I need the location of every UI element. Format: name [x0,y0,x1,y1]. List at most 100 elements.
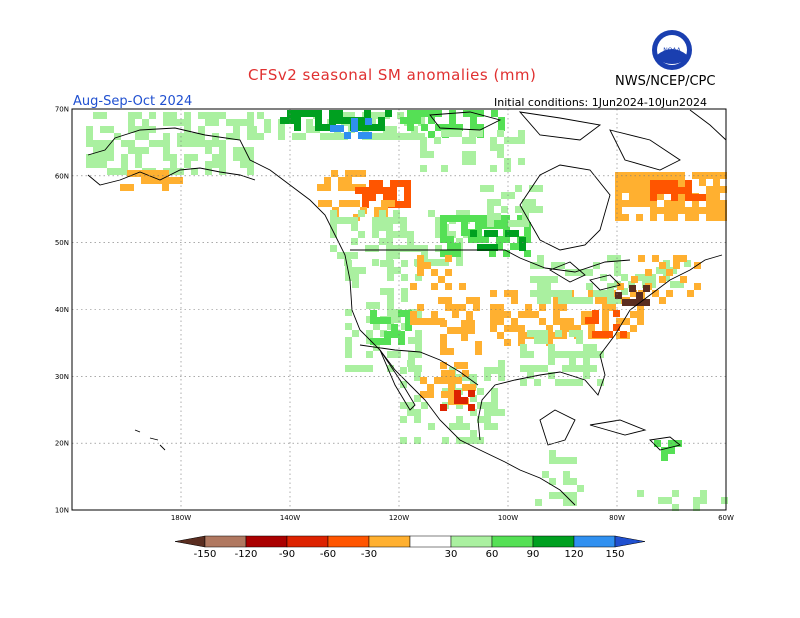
anomaly-cell-dry [602,304,609,311]
anomaly-cell-dry [643,193,650,200]
anomaly-cell-wet [351,118,358,125]
anomaly-cell-wet [407,409,414,416]
anomaly-cell-wet [114,168,121,175]
anomaly-cell-dry [448,384,455,391]
colorbar-segment [450,535,493,548]
anomaly-cell-wet [463,437,470,444]
anomaly-cell-wet [621,288,628,295]
anomaly-cell-wet [358,231,365,238]
anomaly-cells [86,110,728,511]
anomaly-cell-wet [586,297,593,304]
anomaly-cell-dry [518,325,525,332]
colorbar-segment [286,535,329,548]
anomaly-cell-wet [555,330,562,337]
anomaly-cell-wet [441,130,448,137]
anomaly-cell-wet [365,118,372,125]
anomaly-cell-wet [351,217,358,224]
anomaly-cell-wet [454,215,461,222]
anomaly-cell-dry [664,214,671,221]
anomaly-cell-wet [219,154,226,161]
anomaly-cell-wet [345,309,352,316]
anomaly-cell-wet [469,130,476,137]
anomaly-cell-dry [671,207,678,214]
anomaly-cell-wet [420,137,427,144]
anomaly-cell-dry [599,331,606,338]
anomaly-cell-dry [630,325,637,332]
anomaly-cell-dry [636,292,643,299]
anomaly-cell-dry [680,255,687,262]
anomaly-cell-wet [572,297,579,304]
anomaly-cell-wet [484,230,491,237]
anomaly-cell-wet [163,147,170,154]
colorbar-segment [491,535,534,548]
anomaly-cell-wet [534,337,541,344]
anomaly-cell-wet [456,259,463,266]
anomaly-cell-wet [548,358,555,365]
anomaly-cell-wet [477,244,484,251]
anomaly-cell-dry [417,262,424,269]
anomaly-cell-wet [563,492,570,499]
anomaly-cell-dry [574,325,581,332]
colorbar-left-arrow [174,535,206,548]
anomaly-cell-dry [427,384,434,391]
anomaly-cell-wet [462,158,469,165]
anomaly-cell-dry [636,186,643,193]
anomaly-cell-wet [415,309,422,316]
anomaly-cell-dry [454,362,461,369]
anomaly-cell-wet [247,168,254,175]
anomaly-cell-dry [636,200,643,207]
anomaly-cell-wet [541,330,548,337]
anomaly-cell-dry [617,283,624,290]
anomaly-cell-wet [511,137,518,144]
anomaly-cell-dry [462,370,469,377]
anomaly-cell-wet [358,132,365,139]
anomaly-cell-wet [462,137,469,144]
anomaly-cell-dry [448,391,455,398]
anomaly-cell-dry [685,180,692,187]
anomaly-cell-dry [643,186,650,193]
anomaly-cell-wet [503,250,510,257]
anomaly-cell-wet [577,485,584,492]
anomaly-cell-dry [440,334,447,341]
coastline-segment [379,349,416,411]
anomaly-cell-wet [477,416,484,423]
anomaly-cell-wet [128,126,135,133]
anomaly-cell-dry [699,194,706,201]
season-label: Aug-Sep-Oct 2024 [73,94,193,109]
anomaly-cell-dry [374,207,381,214]
anomaly-cell-wet [489,250,496,257]
anomaly-cell-wet [315,124,322,131]
anomaly-cell-dry [434,377,441,384]
anomaly-cell-dry [652,290,659,297]
anomaly-cell-dry [431,318,438,325]
anomaly-cell-dry [440,404,447,411]
anomaly-cell-dry [468,320,475,327]
anomaly-cell-wet [364,124,371,131]
anomaly-cell-dry [588,311,595,318]
anomaly-cell-wet [142,147,149,154]
anomaly-cell-dry [468,390,475,397]
anomaly-cell-dry [713,172,720,179]
anomaly-cell-wet [390,126,397,133]
anomaly-cell-dry [671,187,678,194]
anomaly-cell-wet [86,126,93,133]
anomaly-cell-dry [650,214,657,221]
anomaly-cell-wet [177,168,184,175]
anomaly-cell-wet [401,274,408,281]
anomaly-cell-dry [713,186,720,193]
anomaly-cell-wet [393,210,400,217]
anomaly-cell-dry [362,187,369,194]
anomaly-cell-wet [482,236,489,243]
anomaly-cell-dry [445,283,452,290]
anomaly-cell-wet [341,112,348,119]
anomaly-cell-dry [602,297,609,304]
anomaly-cell-dry [636,214,643,221]
anomaly-cell-wet [498,117,505,124]
anomaly-cell-wet [569,358,576,365]
anomaly-cell-dry [404,180,411,187]
anomaly-cell-dry [339,200,346,207]
anomaly-cell-dry [445,297,452,304]
anomaly-cell-dry [699,172,706,179]
anomaly-cell-wet [556,457,563,464]
coastline-segment [159,444,166,451]
